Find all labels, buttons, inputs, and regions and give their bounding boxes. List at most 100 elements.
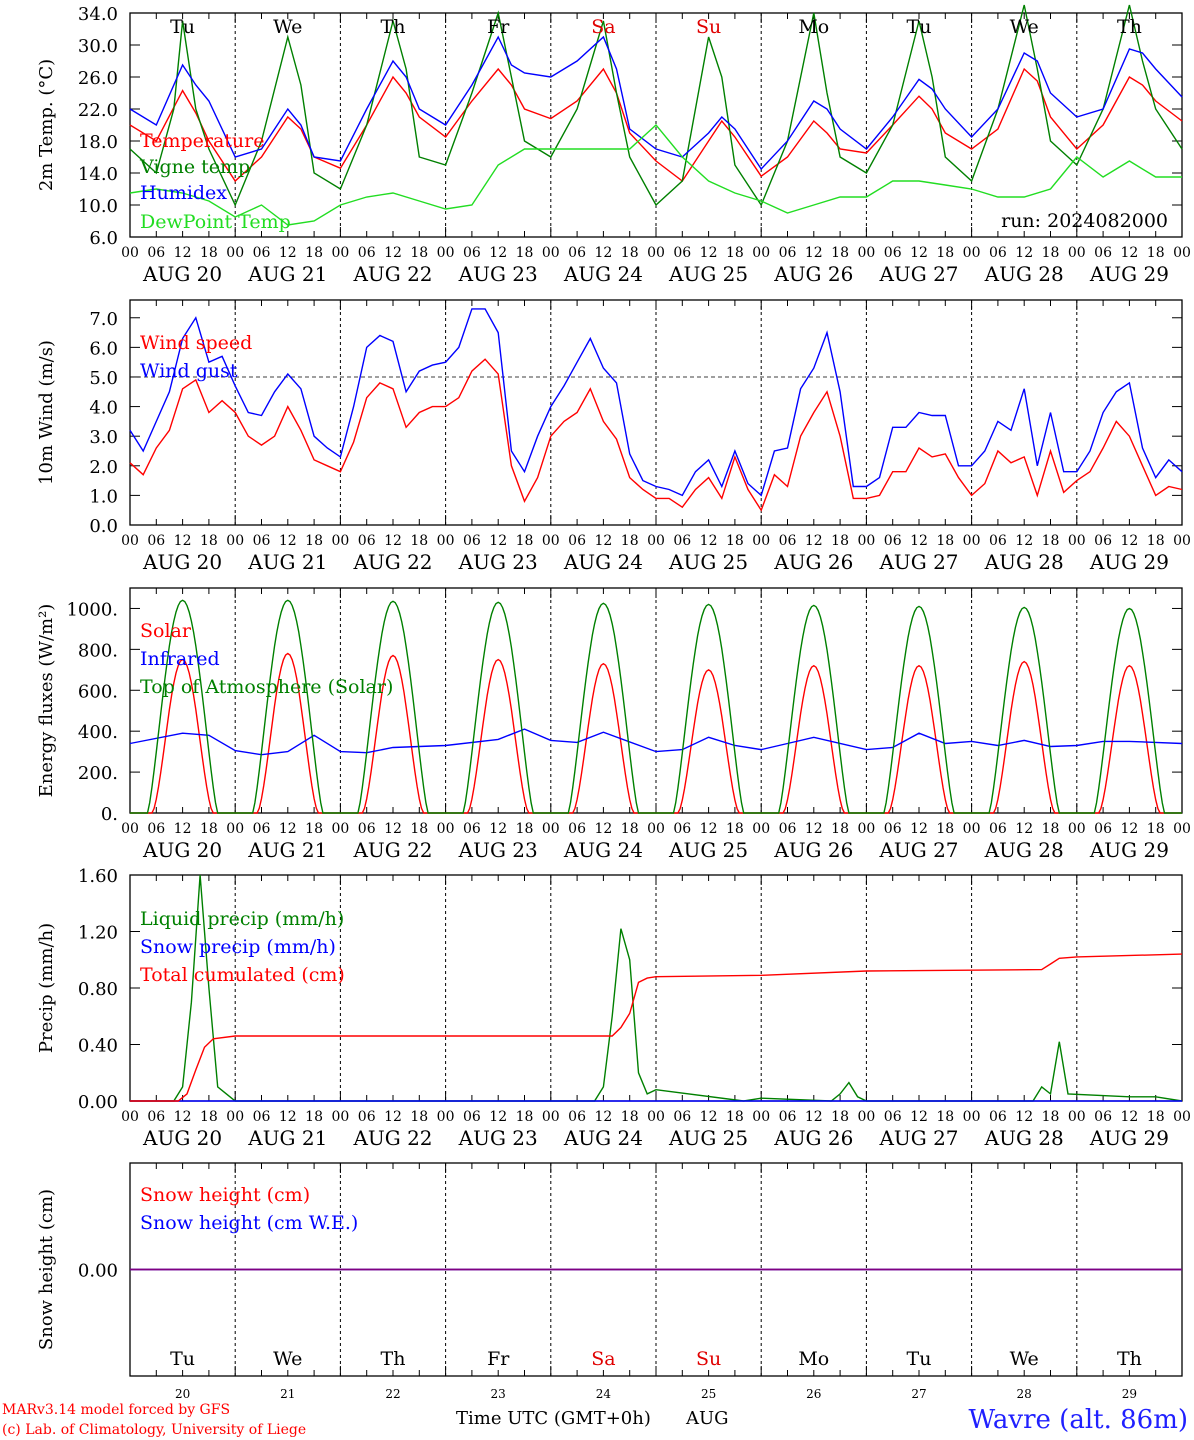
- hour-tick-label: 06: [147, 245, 165, 261]
- date-label: AUG 26: [773, 1126, 853, 1150]
- hour-tick-label: 06: [673, 533, 691, 549]
- date-number: 24: [596, 1387, 612, 1401]
- hour-tick-label: 06: [568, 821, 586, 837]
- hour-tick-label: 18: [726, 245, 744, 261]
- date-label: AUG 20: [142, 550, 222, 574]
- hour-tick-label: 12: [910, 245, 928, 261]
- hour-tick-label: 06: [568, 245, 586, 261]
- hour-tick-label: 00: [121, 821, 139, 837]
- hour-tick-label: 12: [700, 821, 718, 837]
- hour-tick-label: 00: [437, 1109, 455, 1125]
- hour-tick-label: 18: [831, 1109, 849, 1125]
- day-label: Mo: [798, 16, 829, 38]
- hour-tick-label: 12: [594, 1109, 612, 1125]
- hour-tick-label: 18: [726, 1109, 744, 1125]
- hour-tick-label: 06: [673, 821, 691, 837]
- date-number: 26: [806, 1387, 821, 1401]
- legend-entry: Temperature: [140, 130, 264, 152]
- day-label: Su: [696, 16, 721, 38]
- y-axis-label: Precip (mm/h): [36, 923, 57, 1053]
- hour-tick-label: 18: [936, 245, 954, 261]
- date-label: AUG 26: [773, 838, 853, 862]
- date-label: AUG 28: [984, 838, 1064, 862]
- date-number: 29: [1122, 1387, 1137, 1401]
- hour-tick-label: 00: [647, 245, 665, 261]
- hour-tick-label: 12: [174, 245, 192, 261]
- legend-entry: Wind speed: [140, 332, 252, 354]
- hour-tick-label: 06: [463, 533, 481, 549]
- hour-tick-label: 00: [963, 821, 981, 837]
- date-number: 27: [911, 1387, 926, 1401]
- hour-tick-label: 00: [647, 1109, 665, 1125]
- hour-tick-label: 18: [516, 533, 534, 549]
- hour-tick-label: 12: [174, 533, 192, 549]
- series-line: [129, 308, 1183, 497]
- series-line: [129, 123, 1182, 226]
- y-tick-label: 1000.: [66, 599, 118, 620]
- day-label: Fr: [487, 1348, 510, 1370]
- y-tick-label: 0.00: [78, 1092, 118, 1113]
- hour-tick-label: 18: [1147, 245, 1165, 261]
- date-label: AUG 21: [247, 550, 327, 574]
- legend-entry: Liquid precip (mm/h): [140, 908, 344, 930]
- y-tick-label: 10.0: [78, 196, 118, 217]
- panel-2: [129, 299, 1183, 526]
- date-label: AUG 29: [1089, 838, 1169, 862]
- hour-tick-label: 12: [805, 821, 823, 837]
- date-number: 25: [701, 1387, 716, 1401]
- hour-tick-label: 06: [568, 1109, 586, 1125]
- hour-tick-label: 06: [779, 821, 797, 837]
- date-label: AUG 25: [668, 262, 748, 286]
- hour-tick-label: 00: [752, 1109, 770, 1125]
- hour-tick-label: 18: [726, 533, 744, 549]
- hour-tick-label: 18: [1042, 533, 1060, 549]
- legend-entry: Snow height (cm): [140, 1184, 310, 1206]
- y-tick-label: 14.0: [78, 164, 118, 185]
- hour-tick-label: 06: [568, 533, 586, 549]
- date-label: AUG 23: [458, 838, 538, 862]
- hour-tick-label: 00: [437, 245, 455, 261]
- hour-tick-label: 18: [305, 1109, 323, 1125]
- hour-tick-label: 00: [1173, 245, 1191, 261]
- day-label: Fr: [487, 16, 510, 38]
- hour-tick-label: 12: [805, 245, 823, 261]
- date-label: AUG 29: [1089, 262, 1169, 286]
- hour-tick-label: 18: [621, 1109, 639, 1125]
- hour-tick-label: 12: [384, 821, 402, 837]
- hour-tick-label: 18: [831, 821, 849, 837]
- y-tick-label: 0.40: [78, 1036, 118, 1057]
- hour-tick-label: 18: [200, 245, 218, 261]
- hour-tick-label: 00: [437, 533, 455, 549]
- day-label: Th: [1117, 16, 1142, 38]
- date-label: AUG 27: [878, 550, 958, 574]
- date-label: AUG 23: [458, 262, 538, 286]
- hour-tick-label: 06: [884, 1109, 902, 1125]
- hour-tick-label: 12: [700, 1109, 718, 1125]
- hour-tick-label: 12: [700, 533, 718, 549]
- hour-tick-label: 06: [989, 821, 1007, 837]
- hour-tick-label: 18: [410, 533, 428, 549]
- hour-tick-label: 06: [673, 1109, 691, 1125]
- hour-tick-label: 06: [1094, 245, 1112, 261]
- hour-tick-label: 00: [542, 821, 560, 837]
- hour-tick-label: 12: [805, 1109, 823, 1125]
- y-tick-label: 34.0: [78, 4, 118, 25]
- date-label: AUG 23: [458, 550, 538, 574]
- y-tick-label: 1.20: [78, 923, 118, 944]
- date-label: AUG 26: [773, 262, 853, 286]
- hour-tick-label: 06: [253, 821, 271, 837]
- hour-tick-label: 18: [1147, 1109, 1165, 1125]
- hour-tick-label: 00: [1068, 821, 1086, 837]
- hour-tick-label: 18: [410, 245, 428, 261]
- day-label: Sa: [591, 16, 615, 38]
- date-label: AUG 20: [142, 1126, 222, 1150]
- y-tick-label: 2.0: [89, 457, 118, 478]
- series-line: [130, 599, 1182, 814]
- hour-tick-label: 12: [594, 533, 612, 549]
- hour-tick-label: 12: [279, 245, 297, 261]
- y-tick-label: 0.00: [78, 1261, 118, 1282]
- hour-tick-label: 18: [621, 533, 639, 549]
- date-label: AUG 24: [563, 550, 643, 574]
- hour-tick-label: 00: [857, 245, 875, 261]
- date-label: AUG 22: [352, 262, 432, 286]
